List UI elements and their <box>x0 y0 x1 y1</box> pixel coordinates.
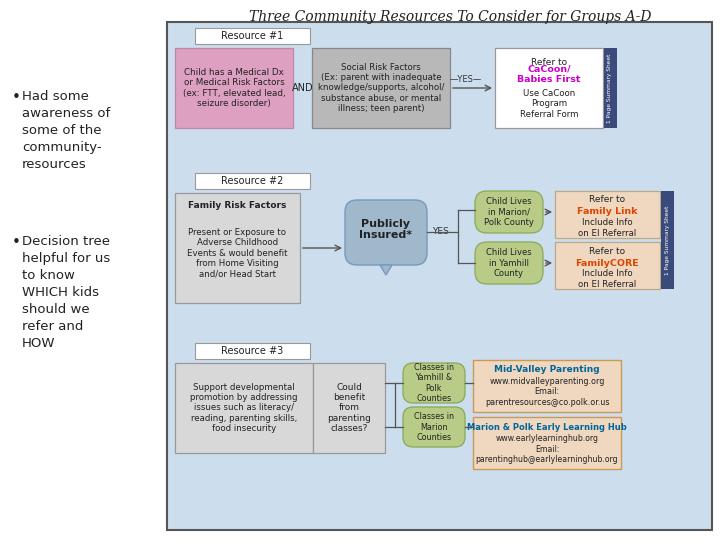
FancyBboxPatch shape <box>555 191 660 238</box>
FancyBboxPatch shape <box>167 22 712 530</box>
Text: Child Lives
in Yamhill
County: Child Lives in Yamhill County <box>486 248 532 278</box>
Text: Include Info
on EI Referral: Include Info on EI Referral <box>578 218 636 238</box>
Text: Child Lives
in Marion/
Polk County: Child Lives in Marion/ Polk County <box>484 197 534 227</box>
Text: www.earlylearninghub.org
Email:
parentinghub@earlylearninghub.org: www.earlylearninghub.org Email: parentin… <box>476 434 618 464</box>
FancyBboxPatch shape <box>345 200 427 265</box>
Polygon shape <box>380 265 392 275</box>
Text: Include Info
on EI Referral: Include Info on EI Referral <box>578 269 636 289</box>
Text: CaCoon/
Babies First: CaCoon/ Babies First <box>517 64 581 84</box>
FancyBboxPatch shape <box>604 48 617 128</box>
Text: Resource #1: Resource #1 <box>221 31 283 41</box>
FancyBboxPatch shape <box>175 363 313 453</box>
FancyBboxPatch shape <box>312 48 450 128</box>
FancyBboxPatch shape <box>175 48 293 128</box>
Text: Use CaCoon
Program
Referral Form: Use CaCoon Program Referral Form <box>520 89 578 119</box>
Text: Resource #2: Resource #2 <box>221 176 283 186</box>
Text: Child has a Medical Dx
or Medical Risk Factors
(ex: FTT, elevated lead,
seizure : Child has a Medical Dx or Medical Risk F… <box>183 68 285 108</box>
Text: www.midvalleyparenting.org
Email:
parentresources@co.polk.or.us: www.midvalleyparenting.org Email: parent… <box>485 377 609 407</box>
Text: Mid-Valley Parenting: Mid-Valley Parenting <box>494 366 600 375</box>
Text: Could
benefit
from
parenting
classes?: Could benefit from parenting classes? <box>327 383 371 433</box>
FancyBboxPatch shape <box>495 48 603 128</box>
FancyBboxPatch shape <box>661 191 674 289</box>
FancyBboxPatch shape <box>175 193 300 303</box>
Text: YES: YES <box>431 227 449 237</box>
FancyBboxPatch shape <box>473 360 621 412</box>
Text: Had some
awareness of
some of the
community-
resources: Had some awareness of some of the commun… <box>22 90 110 171</box>
Text: Refer to: Refer to <box>531 58 567 67</box>
Text: Refer to: Refer to <box>590 246 626 255</box>
FancyBboxPatch shape <box>475 191 543 233</box>
Text: Marion & Polk Early Learning Hub: Marion & Polk Early Learning Hub <box>467 422 627 431</box>
Text: Family Risk Factors: Family Risk Factors <box>189 201 287 211</box>
FancyBboxPatch shape <box>195 343 310 359</box>
FancyBboxPatch shape <box>473 417 621 469</box>
Text: Classes in
Marion
Counties: Classes in Marion Counties <box>414 412 454 442</box>
Text: Decision tree
helpful for us
to know
WHICH kids
should we
refer and
HOW: Decision tree helpful for us to know WHI… <box>22 235 110 350</box>
Text: •: • <box>12 235 21 250</box>
Text: 1 Page Summary Sheet: 1 Page Summary Sheet <box>608 53 613 123</box>
FancyBboxPatch shape <box>555 242 660 289</box>
Text: Refer to: Refer to <box>590 195 626 205</box>
Text: Resource #3: Resource #3 <box>221 346 283 356</box>
Text: Family Link: Family Link <box>577 207 638 217</box>
Text: Social Risk Factors
(Ex: parent with inadequate
knowledge/supports, alcohol/
sub: Social Risk Factors (Ex: parent with ina… <box>318 63 444 113</box>
Text: AND: AND <box>292 83 314 93</box>
Text: 1 Page Summary Sheet: 1 Page Summary Sheet <box>665 205 670 275</box>
Text: •: • <box>12 90 21 105</box>
FancyBboxPatch shape <box>313 363 385 453</box>
FancyBboxPatch shape <box>475 242 543 284</box>
FancyBboxPatch shape <box>403 407 465 447</box>
Text: Classes in
Yamhill &
Polk
Counties: Classes in Yamhill & Polk Counties <box>414 363 454 403</box>
FancyBboxPatch shape <box>195 28 310 44</box>
Text: Support developmental
promotion by addressing
issues such as literacy/
reading, : Support developmental promotion by addre… <box>190 383 298 433</box>
FancyBboxPatch shape <box>403 363 465 403</box>
Text: —YES—: —YES— <box>450 76 482 84</box>
Text: Three Community Resources To Consider for Groups A-D: Three Community Resources To Consider fo… <box>248 10 652 24</box>
Text: FamilyCORE: FamilyCORE <box>575 259 639 267</box>
FancyBboxPatch shape <box>195 173 310 189</box>
Text: Present or Exposure to
Adverse Childhood
Events & would benefit
from Home Visiti: Present or Exposure to Adverse Childhood… <box>187 228 288 278</box>
Text: Publicly
Insured*: Publicly Insured* <box>359 219 413 240</box>
